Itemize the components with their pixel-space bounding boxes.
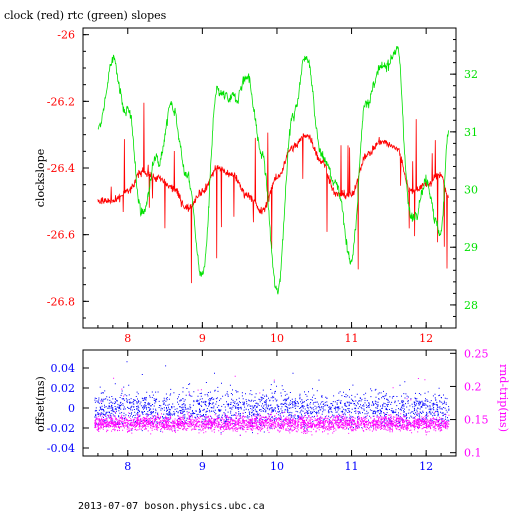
chart-title: clock (red) rtc (green) slopes	[4, 9, 167, 22]
top-x-tick-label: 8	[124, 332, 131, 345]
top-y-tick-label: -26.6	[47, 229, 75, 242]
top-y-tick-label: -26.8	[47, 295, 75, 308]
bottom-y-tick-label: 0.02	[51, 382, 76, 395]
top-y2-tick-label: 29	[464, 241, 478, 254]
top-y-tick-label: -26	[57, 29, 75, 42]
clock-series-layer	[97, 102, 449, 284]
bottom-x-tick-label: 11	[345, 460, 359, 473]
bottom-y2-tick-label: 0.1	[464, 447, 482, 460]
bottom-y-tick-label: -0.02	[47, 422, 75, 435]
top-x-tick-label: 10	[270, 332, 284, 345]
top-y2-tick-label: 30	[464, 184, 478, 197]
bottom-y2-axis-label: rnd-trip(ms)	[497, 364, 510, 432]
bottom-y-tick-label: 0.04	[51, 362, 76, 375]
top-y-tick-label: -26.4	[47, 162, 75, 175]
bottom-y2-tick-label: 0.2	[464, 380, 482, 393]
bottom-axis-ticks: 8 9 10 11 12 0.04 0.02 0 -0.02 -0.04 0.25 0.2 0.15 0.…	[47, 347, 489, 473]
bottom-x-tick-label: 10	[270, 460, 284, 473]
rndtrip-scatter-points	[94, 375, 450, 436]
bottom-y-tick-label: 0	[68, 402, 75, 415]
top-y-tick-label: -26.2	[47, 95, 75, 108]
top-y2-tick-label: 31	[464, 126, 478, 139]
rtc-series-layer	[97, 46, 449, 295]
top-x-tick-label: 9	[199, 332, 206, 345]
bottom-y-axis-label: offset(ms)	[34, 376, 47, 432]
bottom-x-tick-label: 9	[199, 460, 206, 473]
bottom-y2-tick-label: 0.15	[464, 414, 489, 427]
top-x-tick-label: 12	[419, 332, 433, 345]
bottom-y2-tick-label: 0.25	[464, 347, 489, 360]
top-axis-ticks: 8 9 10 11 12 -26 -26.2 -26.4 -26.6 -26.8 28 29 30 31 3…	[47, 27, 478, 345]
clock-series-line	[97, 102, 449, 284]
offset-series-layer	[94, 361, 450, 436]
footer-text: 2013-07-07 boson.physics.ubc.ca	[78, 501, 265, 512]
top-y2-tick-label: 28	[464, 299, 478, 312]
bottom-plot-frame	[82, 349, 457, 457]
rtc-series-line	[97, 46, 449, 295]
top-y2-tick-label: 32	[464, 68, 478, 81]
bottom-panel: 8 9 10 11 12 0.04 0.02 0 -0.02 -0.04 0.25 0.2 0.15 0.…	[34, 347, 510, 473]
bottom-x-tick-label: 8	[124, 460, 131, 473]
top-panel: 8 9 10 11 12 -26 -26.2 -26.4 -26.6 -26.8 28 29 30 31 3…	[34, 27, 478, 345]
top-x-tick-label: 11	[345, 332, 359, 345]
top-y-axis-label: clockslope	[34, 149, 47, 207]
bottom-y-tick-label: -0.04	[47, 442, 75, 455]
bottom-x-tick-label: 12	[419, 460, 433, 473]
